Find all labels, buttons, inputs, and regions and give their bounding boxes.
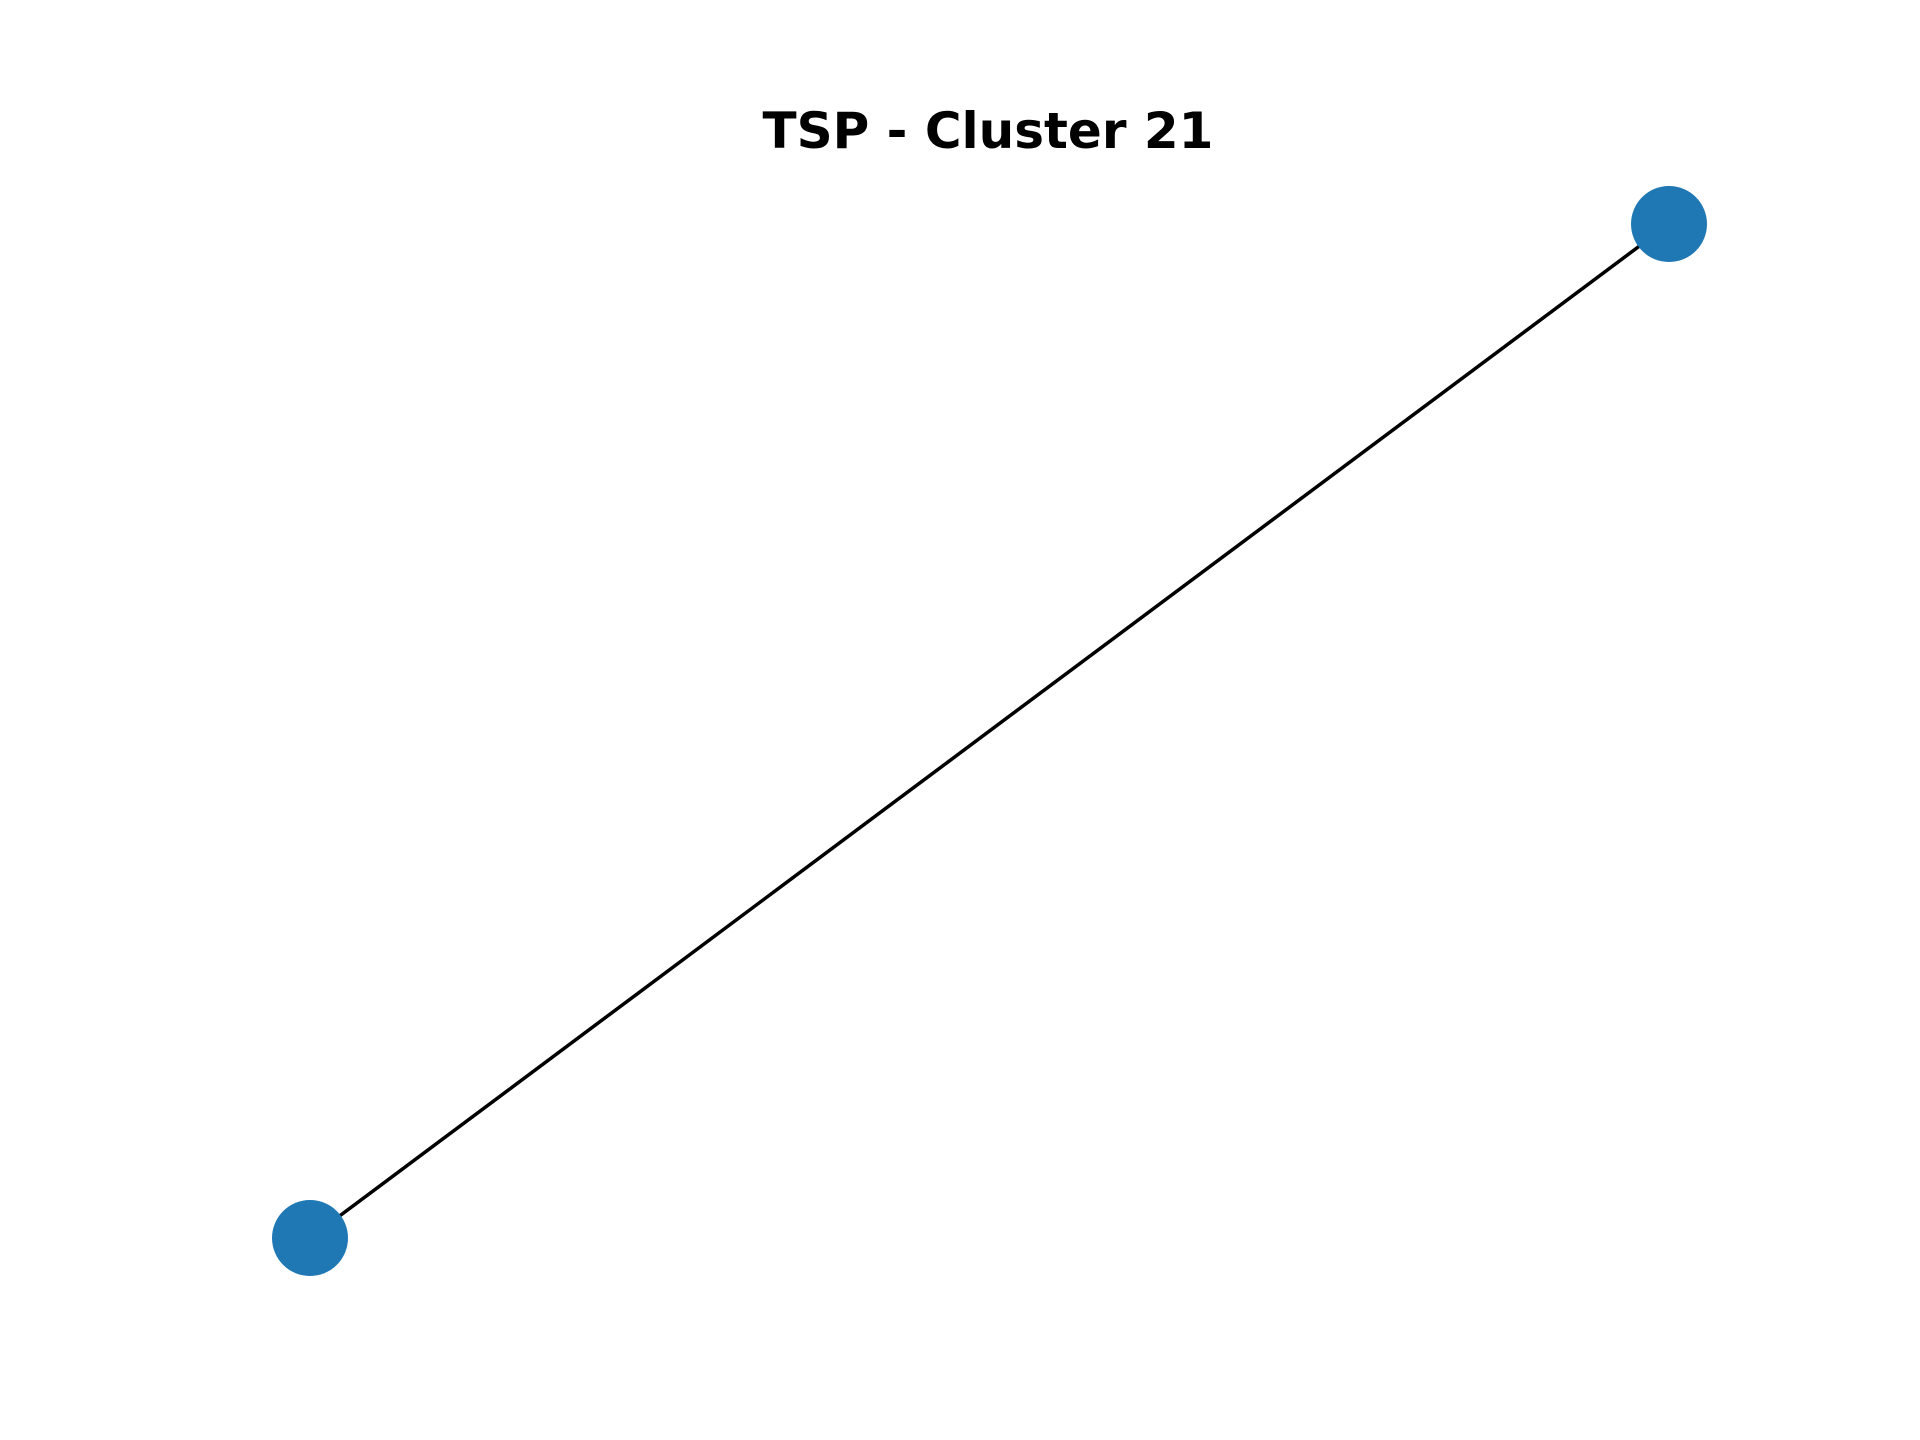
nodes-layer bbox=[272, 186, 1707, 1276]
graph-node bbox=[272, 1200, 348, 1276]
graph-node bbox=[1631, 186, 1707, 262]
plot-title: TSP - Cluster 21 bbox=[763, 102, 1214, 160]
edges-layer bbox=[308, 222, 1671, 1240]
graph-edge bbox=[308, 222, 1671, 1240]
